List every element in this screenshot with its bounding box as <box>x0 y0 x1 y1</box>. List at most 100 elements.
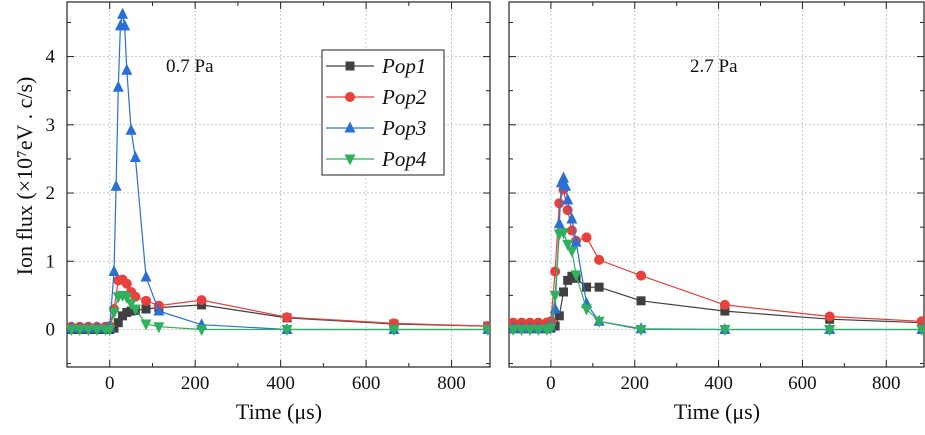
data-point-pop4 <box>635 324 647 336</box>
x-tick-label: 800 <box>872 373 901 394</box>
panel-low-pressure: 0 200 400 600 800 0 1 2 3 4 0.7 Pa Pop1 Pop2 Pop3 Pop4 <box>46 1 491 394</box>
data-point-pop4 <box>129 304 141 316</box>
data-point-pop4 <box>549 290 561 302</box>
series-layer <box>509 171 924 336</box>
data-point-pop4 <box>91 324 103 336</box>
data-point-pop4 <box>153 322 165 334</box>
data-point-pop3 <box>566 212 578 224</box>
data-point-pop2 <box>554 198 565 209</box>
data-point-pop4 <box>524 324 536 336</box>
data-point-pop2 <box>550 266 561 277</box>
data-point-pop3 <box>119 19 131 31</box>
legend-label-pop3: Pop3 <box>381 116 426 140</box>
x-tick-label: 400 <box>266 373 295 394</box>
data-point-pop3 <box>553 217 565 229</box>
data-point-pop3 <box>125 123 137 135</box>
data-point-pop1 <box>636 296 646 306</box>
y-tick-label: 1 <box>46 251 56 272</box>
data-point-pop4 <box>532 324 544 336</box>
data-point-pop3 <box>549 302 561 314</box>
x-tick-label: 800 <box>437 373 466 394</box>
data-point-pop4 <box>562 239 574 251</box>
legend-marker-pop3 <box>344 121 356 133</box>
plot-frame <box>508 1 925 368</box>
data-point-pop4 <box>140 319 152 331</box>
data-point-pop3 <box>560 179 572 191</box>
legend-marker-pop2 <box>345 92 355 102</box>
data-point-pop2 <box>581 232 592 243</box>
data-point-pop2 <box>282 312 293 323</box>
data-point-pop4 <box>557 228 569 240</box>
data-point-pop3 <box>108 264 120 276</box>
data-point-pop4 <box>482 324 490 336</box>
x-tick-label: 0 <box>546 373 556 394</box>
x-tick-label: 200 <box>181 373 210 394</box>
data-point-pop4 <box>104 324 116 336</box>
data-point-pop1 <box>113 318 123 328</box>
data-point-pop1 <box>558 287 568 297</box>
y-tick-label: 0 <box>46 319 56 340</box>
data-point-pop4 <box>570 270 582 282</box>
data-point-pop3 <box>140 270 152 282</box>
y-tick-label: 4 <box>46 47 56 68</box>
plot-frame <box>66 1 491 368</box>
x-tick-label: 200 <box>621 373 650 394</box>
legend-label-pop1: Pop1 <box>381 54 426 78</box>
y-axis-title: Ion flux (×10⁷eV . c/s) <box>12 77 37 276</box>
legend-marker-pop4 <box>344 154 356 166</box>
data-point-pop3 <box>153 304 165 316</box>
data-point-pop2 <box>719 299 730 310</box>
legend-label-pop4: Pop4 <box>381 147 427 171</box>
data-point-pop4 <box>82 324 94 336</box>
series-layer <box>67 7 490 336</box>
data-point-pop4 <box>509 324 519 336</box>
x-axis-title-left: Time (μs) <box>236 399 322 424</box>
pressure-annotation: 0.7 Pa <box>166 56 214 77</box>
panel-high-pressure: 0 200 400 600 800 2.7 Pa <box>508 1 925 394</box>
data-point-pop4 <box>121 292 133 304</box>
series-line-pop3 <box>513 176 922 331</box>
data-point-pop2 <box>594 254 605 265</box>
y-tick-label: 3 <box>46 115 56 136</box>
data-point-pop1 <box>720 306 730 316</box>
data-point-pop2 <box>566 225 577 236</box>
legend-box <box>321 49 445 176</box>
pressure-annotation: 2.7 Pa <box>690 56 738 77</box>
data-point-pop4 <box>281 324 293 336</box>
data-point-pop4 <box>74 324 86 336</box>
data-point-pop2 <box>824 311 835 322</box>
data-point-pop2 <box>121 278 132 289</box>
data-point-pop4 <box>545 323 557 335</box>
data-point-pop3 <box>110 179 122 191</box>
data-point-pop4 <box>581 304 593 316</box>
data-point-pop4 <box>108 307 120 319</box>
data-point-pop3 <box>129 151 141 163</box>
data-point-pop4 <box>388 324 400 336</box>
legend-label-pop2: Pop2 <box>381 85 427 109</box>
data-point-pop4 <box>516 324 528 336</box>
data-point-pop3 <box>570 235 582 247</box>
data-point-pop3 <box>117 7 129 19</box>
x-tick-label: 0 <box>105 373 115 394</box>
x-axis-title-right: Time (μs) <box>674 399 760 424</box>
legend: Pop1 Pop2 Pop3 Pop4 <box>321 49 445 176</box>
data-point-pop4 <box>67 324 77 336</box>
data-point-pop4 <box>719 324 731 336</box>
data-point-pop3 <box>562 193 574 205</box>
data-point-pop1 <box>141 304 151 314</box>
data-point-pop4 <box>916 324 924 336</box>
data-point-pop1 <box>554 311 564 321</box>
data-point-pop2 <box>636 270 647 281</box>
x-tick-label: 600 <box>352 373 381 394</box>
legend-marker-pop1 <box>345 61 355 71</box>
data-point-pop3 <box>557 171 569 183</box>
data-point-pop4 <box>566 246 578 258</box>
data-point-pop3 <box>121 63 133 75</box>
data-point-pop4 <box>824 324 836 336</box>
data-point-pop4 <box>196 324 208 336</box>
y-tick-label: 2 <box>46 183 56 204</box>
series-line-pop2 <box>513 189 922 324</box>
data-point-pop4 <box>593 316 605 328</box>
data-point-pop2 <box>141 295 152 306</box>
